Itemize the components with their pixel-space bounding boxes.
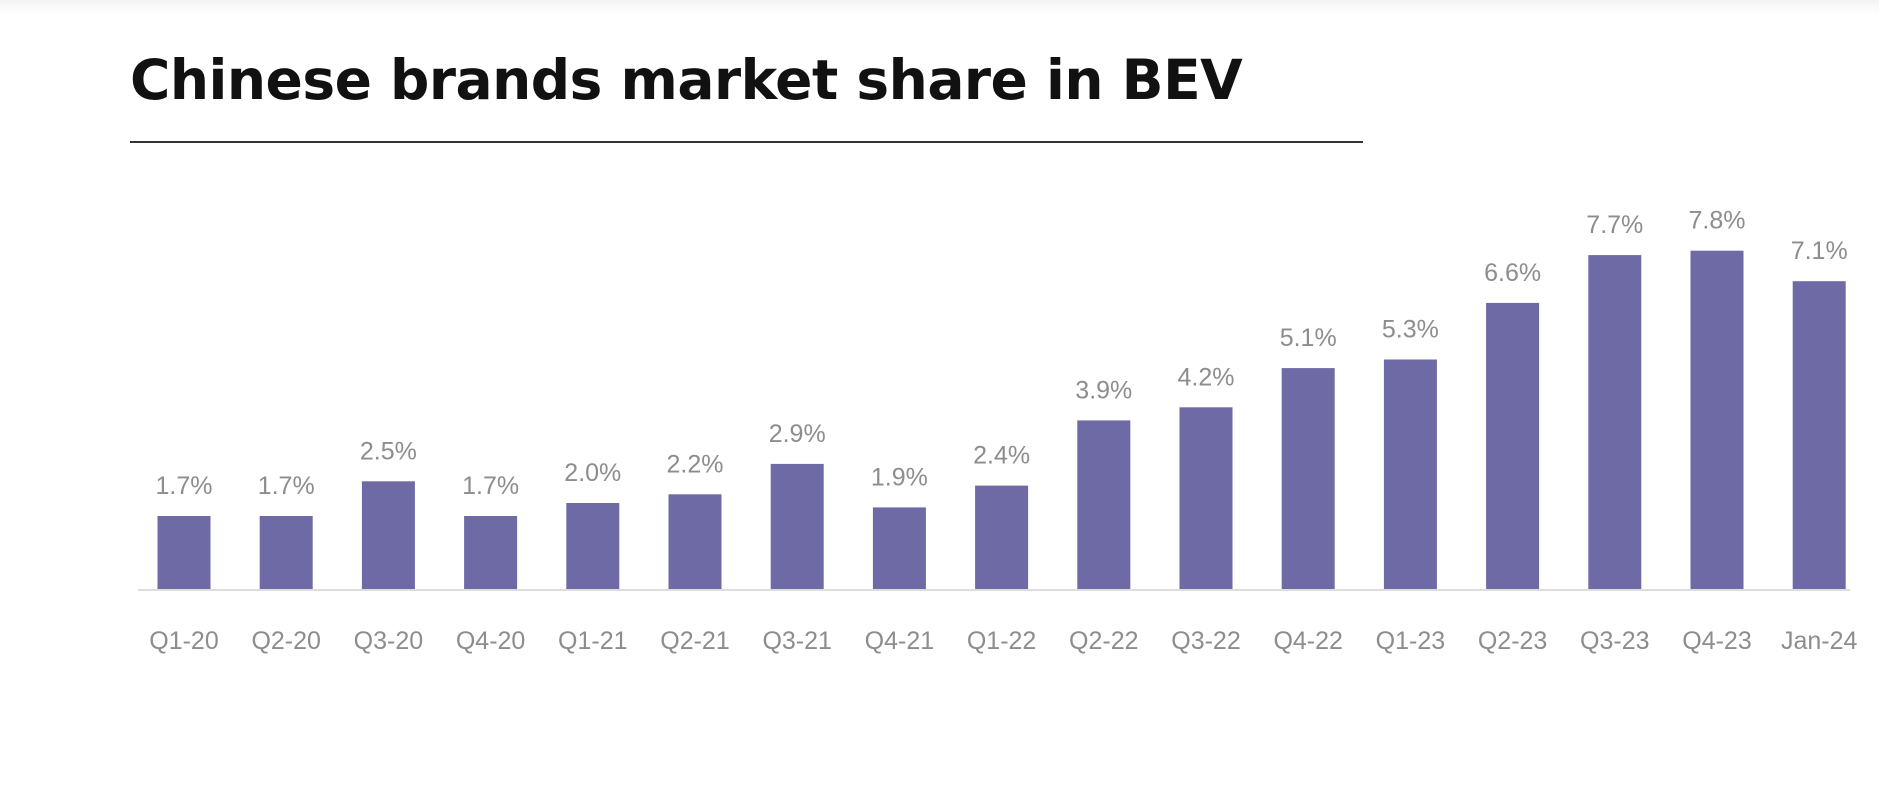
x-tick-label-Q2-20: Q2-20	[251, 627, 320, 655]
data-label-Q1-22: 2.4%	[973, 442, 1030, 470]
data-label-Q1-23: 5.3%	[1382, 316, 1439, 344]
data-label-Q1-21: 2.0%	[564, 459, 621, 487]
data-label-Q4-20: 1.7%	[462, 472, 519, 500]
data-label-Q3-22: 4.2%	[1178, 363, 1235, 391]
x-tick-label-Q2-21: Q2-21	[660, 627, 729, 655]
x-tick-labels-group: Q1-20 Q2-20 Q3-20 Q4-20 Q1-21 Q2-21 Q3-21 Q4-21…	[149, 627, 1857, 655]
bar-Q3-20	[361, 481, 415, 591]
bar-Q2-23	[1486, 302, 1540, 590]
x-tick-label-Q3-22: Q3-22	[1171, 627, 1240, 655]
x-tick-label-Q1-22: Q1-22	[967, 627, 1036, 655]
x-tick-label-Q3-23: Q3-23	[1580, 627, 1649, 655]
x-tick-label-Q1-20: Q1-20	[149, 627, 218, 655]
bar-Q3-22	[1179, 407, 1233, 590]
x-tick-label-Q4-22: Q4-22	[1273, 627, 1342, 655]
x-tick-label-Q1-21: Q1-21	[558, 627, 627, 655]
x-tick-label-Q4-23: Q4-23	[1682, 627, 1751, 655]
bar-Q4-23	[1690, 250, 1744, 590]
x-tick-label-Jan-24: Jan-24	[1781, 627, 1858, 655]
data-label-Q2-20: 1.7%	[258, 472, 315, 500]
bars-group	[157, 250, 1846, 591]
value-labels-group: 1.7% 1.7% 2.5% 1.7% 2.0% 2.2% 2.9% 1.9% 2.4% 3.9%…	[156, 207, 1848, 500]
x-tick-label-Q4-20: Q4-20	[456, 627, 525, 655]
top-shadow-band	[0, 0, 1879, 14]
data-label-Q2-21: 2.2%	[667, 450, 724, 478]
data-label-Q4-22: 5.1%	[1280, 324, 1337, 352]
data-label-Q2-22: 3.9%	[1075, 376, 1132, 404]
data-label-Q3-23: 7.7%	[1586, 211, 1643, 239]
bar-Q4-20	[464, 516, 518, 590]
x-tick-label-Q2-22: Q2-22	[1069, 627, 1138, 655]
data-label-Q4-23: 7.8%	[1689, 207, 1746, 235]
bar-Q1-22	[975, 485, 1029, 590]
bar-Q1-20	[157, 516, 211, 590]
bar-Jan-24	[1792, 281, 1846, 590]
data-label-Jan-24: 7.1%	[1791, 237, 1848, 265]
bar-Q4-22	[1281, 368, 1335, 590]
bar-Q3-21	[770, 463, 824, 590]
x-tick-label-Q1-23: Q1-23	[1376, 627, 1445, 655]
x-tick-label-Q4-21: Q4-21	[865, 627, 934, 655]
bar-Q2-20	[259, 516, 313, 590]
bar-Q1-23	[1383, 359, 1437, 590]
bar-Q3-23	[1588, 255, 1642, 590]
bar-Q4-21	[872, 507, 926, 590]
data-label-Q4-21: 1.9%	[871, 463, 928, 491]
data-label-Q3-20: 2.5%	[360, 437, 417, 465]
data-label-Q2-23: 6.6%	[1484, 259, 1541, 287]
bar-Q1-21	[566, 503, 620, 590]
data-label-Q3-21: 2.9%	[769, 420, 826, 448]
title-underline	[130, 141, 1363, 143]
bar-Q2-22	[1077, 420, 1131, 591]
x-tick-label-Q2-23: Q2-23	[1478, 627, 1547, 655]
data-label-Q1-20: 1.7%	[156, 472, 213, 500]
chart-title: Chinese brands market share in BEV	[130, 48, 1243, 112]
x-tick-label-Q3-20: Q3-20	[354, 627, 423, 655]
bar-Q2-21	[668, 494, 722, 590]
x-tick-label-Q3-21: Q3-21	[762, 627, 831, 655]
